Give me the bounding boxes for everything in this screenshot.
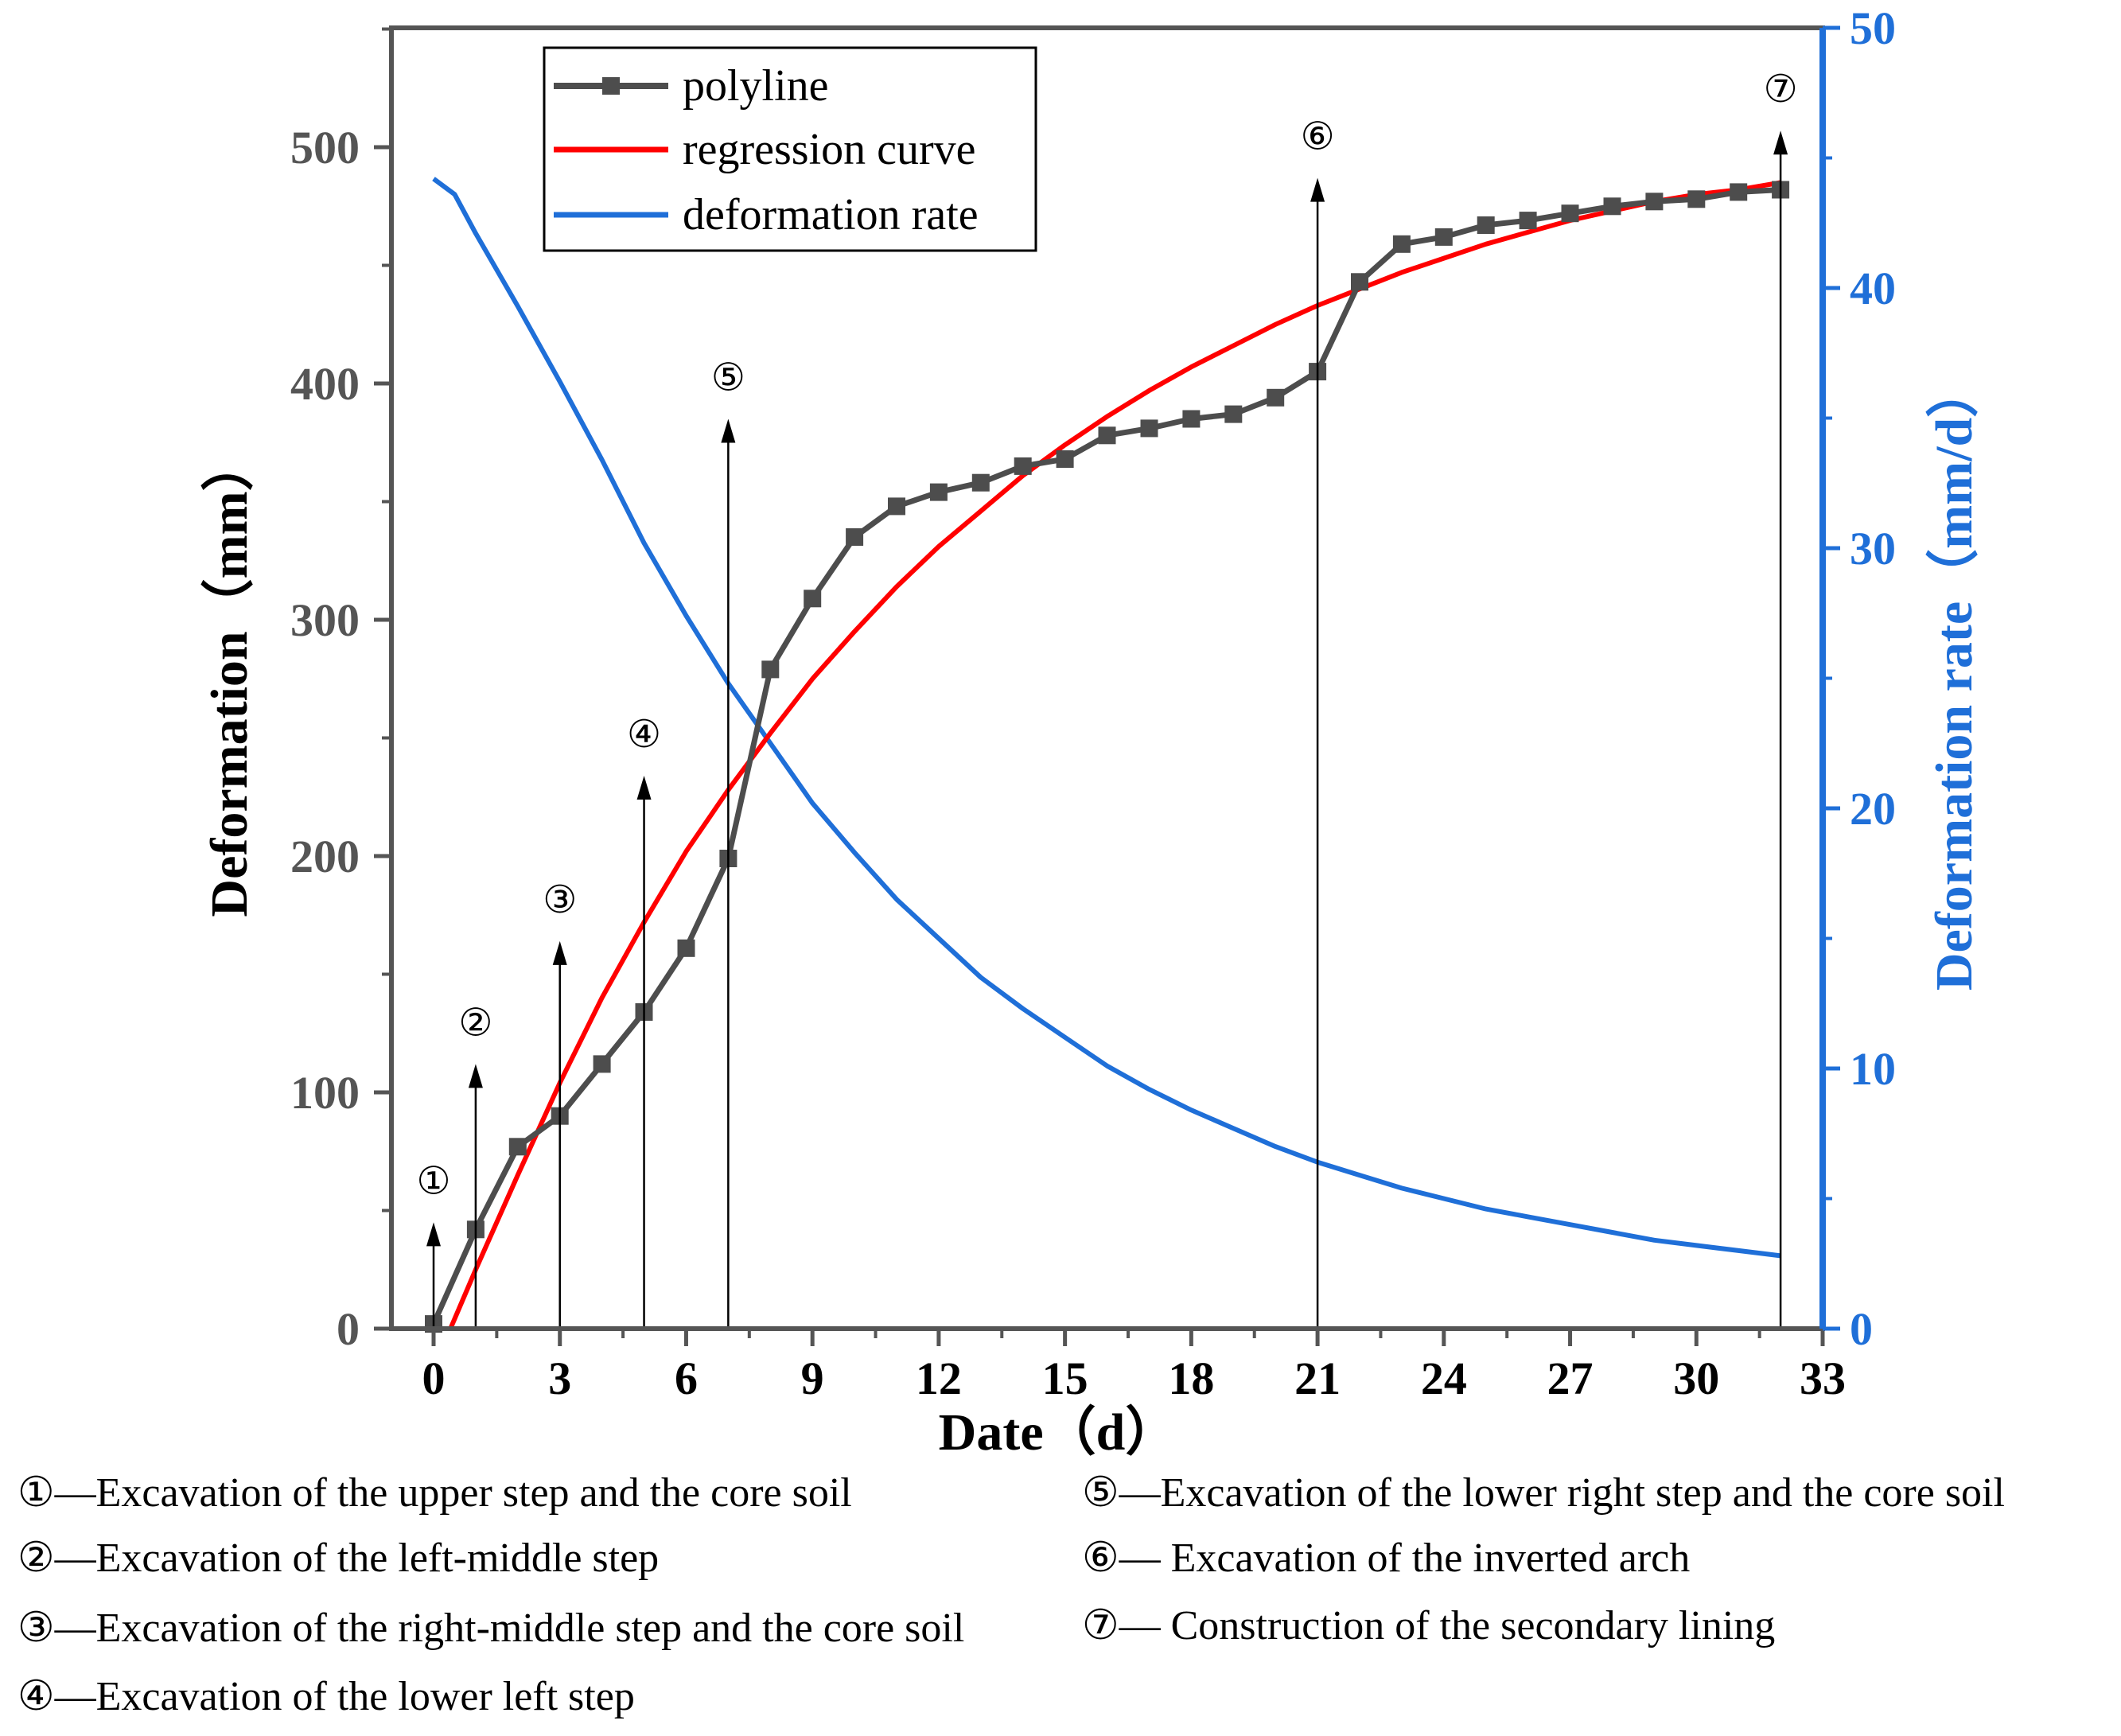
- stage-marker-label: ①: [416, 1158, 450, 1203]
- polyline-point: [1519, 212, 1537, 230]
- stage-marker-label: ②: [458, 1000, 492, 1045]
- note-1: ①—Excavation of the upper step and the c…: [18, 1470, 852, 1516]
- polyline-point: [888, 497, 905, 516]
- x-tick-label: 3: [548, 1353, 571, 1404]
- polyline-point: [1351, 273, 1368, 291]
- polyline-point: [508, 1138, 527, 1156]
- polyline-point: [1140, 419, 1158, 438]
- note-6: ⑥— Excavation of the inverted arch: [1082, 1536, 1691, 1581]
- y-tick-label: 0: [337, 1303, 360, 1355]
- polyline-point: [1014, 457, 1032, 475]
- polyline-point: [1267, 388, 1285, 407]
- stage-arrow-head: [468, 1064, 483, 1088]
- legend-regression-text: regression curve: [683, 125, 976, 174]
- stage-marker-label: ⑦: [1764, 67, 1798, 111]
- y2-tick-label: 30: [1850, 523, 1896, 574]
- polyline-point: [1730, 183, 1748, 201]
- polyline-point: [677, 939, 695, 957]
- x-tick-label: 27: [1547, 1353, 1594, 1404]
- x-tick-label: 18: [1168, 1353, 1214, 1404]
- legend-polyline-text: polyline: [683, 61, 829, 111]
- y2-tick-label: 20: [1850, 783, 1896, 835]
- polyline-point: [1645, 193, 1664, 211]
- x-tick-label: 15: [1042, 1353, 1088, 1404]
- polyline-line: [430, 187, 1781, 1325]
- polyline-point: [929, 483, 948, 501]
- y-tick-label: 300: [290, 594, 360, 646]
- y2-tick-label: 40: [1850, 263, 1896, 314]
- x-tick-label: 0: [422, 1353, 446, 1404]
- stage-arrow-head: [552, 940, 567, 965]
- polyline-point: [1687, 190, 1706, 208]
- stage-arrow-head: [426, 1222, 441, 1247]
- y2-tick-label: 10: [1850, 1043, 1896, 1095]
- x-tick-label: 6: [675, 1353, 698, 1404]
- stage-marker-label: ⑥: [1301, 115, 1335, 159]
- x-tick-label: 12: [916, 1353, 962, 1404]
- x-tick-label: 21: [1294, 1353, 1341, 1404]
- stage-marker-label: ④: [627, 712, 661, 757]
- polyline-point: [1098, 426, 1116, 445]
- regression-curve-line: [448, 180, 1781, 1330]
- stage-marker-label: ⑤: [711, 356, 745, 400]
- x-tick-label: 24: [1421, 1353, 1467, 1404]
- polyline-point: [804, 590, 822, 608]
- y-tick-label: 500: [290, 122, 360, 173]
- y2-tick-label: 50: [1850, 2, 1896, 54]
- legend: polyline regression curve deformation ra…: [543, 46, 1037, 252]
- polyline-point: [1182, 410, 1201, 428]
- x-tick-label: 9: [801, 1353, 824, 1404]
- note-5: ⑤—Excavation of the lower right step and…: [1082, 1470, 2005, 1516]
- y2-axis-label: Deformation rate（mm/d）: [1924, 365, 1983, 991]
- stage-arrow-head: [1310, 177, 1325, 202]
- note-4: ④—Excavation of the lower left step: [18, 1674, 635, 1719]
- y-tick-label: 200: [290, 831, 360, 882]
- legend-rate-text: deformation rate: [683, 190, 979, 239]
- note-7: ⑦— Construction of the secondary lining: [1082, 1603, 1776, 1648]
- y-axis-label: Deformation（mm）: [200, 438, 259, 917]
- y-tick-label: 400: [290, 358, 360, 410]
- x-tick-label: 30: [1673, 1353, 1719, 1404]
- polyline-point: [1477, 216, 1495, 234]
- stage-arrow-head: [1773, 130, 1788, 155]
- polyline-point: [1056, 450, 1074, 468]
- note-3: ③—Excavation of the right-middle step an…: [18, 1606, 965, 1651]
- note-2: ②—Excavation of the left-middle step: [18, 1536, 660, 1581]
- stage-notes: ①—Excavation of the upper step and the c…: [0, 1462, 2121, 1725]
- polyline-point: [1224, 405, 1243, 423]
- polyline-point: [1392, 235, 1411, 253]
- polyline-point: [846, 528, 864, 546]
- stage-arrow-head: [636, 776, 652, 800]
- polyline-point: [971, 473, 990, 492]
- x-tick-label: 33: [1800, 1353, 1846, 1404]
- stage-marker-label: ③: [543, 878, 577, 922]
- deformation-rate-line: [432, 177, 1781, 1259]
- stage-arrow-head: [721, 418, 736, 443]
- y-tick-label: 100: [290, 1067, 360, 1119]
- y2-tick-label: 0: [1850, 1303, 1873, 1355]
- x-axis-label: Date（d）: [939, 1403, 1178, 1462]
- polyline-point: [1434, 228, 1453, 246]
- polyline-point: [1603, 197, 1621, 216]
- polyline-point: [593, 1055, 611, 1073]
- polyline-point: [761, 660, 780, 679]
- legend-polyline-marker: [602, 77, 620, 95]
- polyline-point: [1561, 204, 1579, 223]
